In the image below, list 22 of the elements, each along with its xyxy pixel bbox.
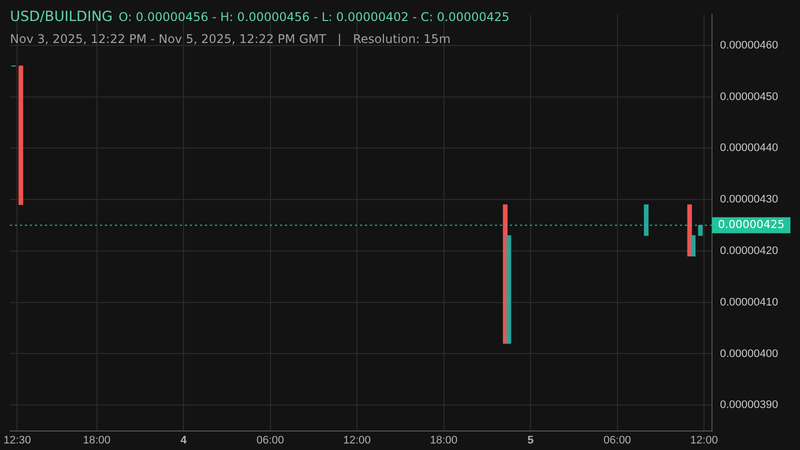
x-tick-label: 4 [180,434,188,446]
x-tick-label: 5 [527,434,534,446]
x-tick-label: 06:00 [256,434,284,446]
ref-line-label: 0.00000425 [718,218,784,232]
y-tick-label: 0.00000460 [720,39,778,52]
x-tick-label: 18:00 [430,434,458,446]
x-tick-label: 12:30 [3,434,31,446]
y-tick-label: 0.00000390 [720,399,778,412]
y-tick-label: 0.00000400 [720,348,778,360]
candlestick [690,235,696,256]
text: Nov 3, 2025, 12:22 PM - Nov 5, 2025, 12:22 PM GMT | Resolution: 15m [10,32,451,46]
x-tick-label: 12:00 [343,434,371,446]
y-tick-label: 0.00000450 [720,90,778,103]
chart-title: USD/BUILDING [10,9,113,25]
y-tick-label: 0.00000420 [720,244,778,257]
x-tick-label: 06:00 [604,434,632,446]
x-tick-label: 12:00 [690,434,718,446]
y-tick-label: 0.00000430 [720,194,778,206]
y-tick-label: 0.00000440 [720,142,778,154]
annotation: O: 0.00000456 - H: 0.00000456 - L: 0.00000402 - C: 0.00000425 [118,10,510,24]
x-tick-label: 18:00 [82,434,111,446]
y-tick-label: 0.00000410 [720,296,778,308]
